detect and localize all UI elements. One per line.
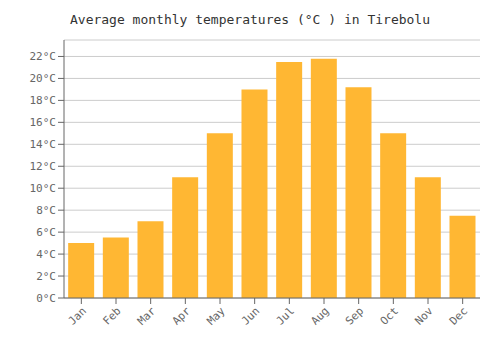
svg-text:14°C: 14°C [30, 138, 57, 151]
svg-text:Feb: Feb [100, 304, 123, 327]
svg-text:Mar: Mar [135, 304, 159, 328]
svg-text:2°C: 2°C [36, 270, 56, 283]
svg-text:4°C: 4°C [36, 248, 56, 261]
svg-text:22°C: 22°C [30, 50, 57, 63]
svg-text:Dec: Dec [447, 304, 470, 327]
svg-text:May: May [204, 304, 228, 328]
svg-text:20°C: 20°C [30, 72, 57, 85]
svg-text:10°C: 10°C [30, 182, 57, 195]
svg-text:0°C: 0°C [36, 292, 56, 305]
svg-text:Sep: Sep [343, 304, 366, 327]
svg-text:8°C: 8°C [36, 204, 56, 217]
svg-text:Jul: Jul [274, 304, 297, 327]
svg-text:Jan: Jan [66, 304, 89, 327]
svg-text:12°C: 12°C [30, 160, 57, 173]
svg-text:Oct: Oct [378, 304, 401, 327]
svg-text:Nov: Nov [412, 304, 436, 328]
svg-text:Jun: Jun [239, 304, 262, 327]
svg-text:Aug: Aug [308, 304, 331, 327]
svg-text:6°C: 6°C [36, 226, 56, 239]
html-text:Average monthly temperatures (: Average monthly temperatures (°C ) in Ti… [70, 12, 430, 27]
svg-text:18°C: 18°C [30, 94, 57, 107]
svg-text:Apr: Apr [170, 304, 194, 328]
svg-text:16°C: 16°C [30, 116, 57, 129]
